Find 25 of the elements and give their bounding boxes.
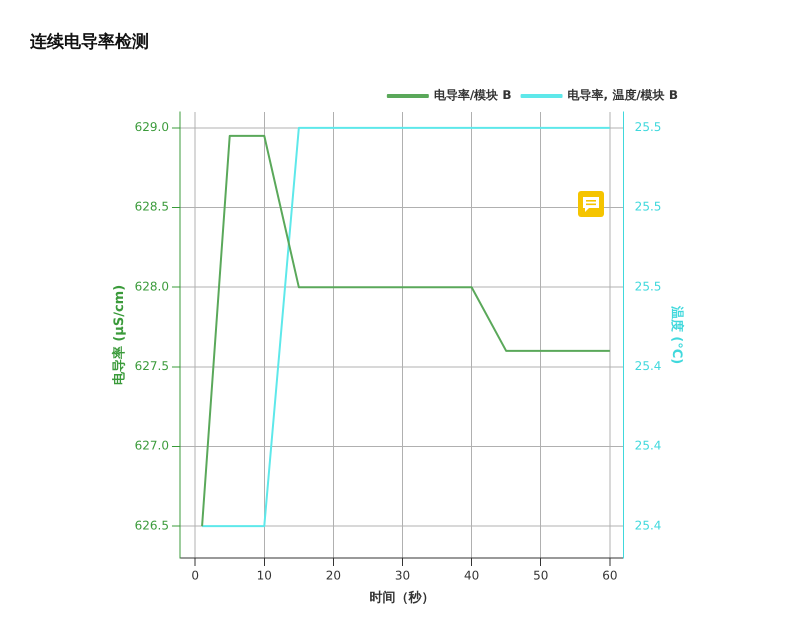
y-tick-label: 627.0	[134, 438, 169, 453]
y2-axis-title: 温度 (°C)	[668, 304, 685, 364]
x-tick-label: 0	[191, 568, 199, 582]
x-tick-label: 10	[256, 568, 272, 582]
x-tick-label: 50	[533, 568, 548, 582]
y2-tick-label: 25.4	[634, 358, 662, 373]
legend-label: 电导率, 温度/模块 B	[568, 88, 678, 102]
y-tick-label: 628.0	[134, 279, 169, 294]
x-axis-title: 时间（秒）	[369, 590, 434, 606]
y2-tick-label: 25.4	[634, 438, 662, 453]
chart-title: 连续电导率检测	[30, 31, 149, 53]
y2-tick-label: 25.5	[634, 120, 662, 134]
y2-tick-label: 25.5	[634, 200, 662, 214]
y2-tick-label: 25.4	[634, 518, 662, 532]
y-axis-title: 电导率 (µS/cm)	[111, 284, 128, 386]
y-tick-label: 628.5	[134, 200, 169, 214]
x-tick-label: 20	[326, 568, 342, 582]
x-tick-label: 30	[394, 568, 410, 582]
x-tick-label: 60	[602, 568, 618, 582]
y-tick-label: 627.5	[134, 358, 169, 373]
y2-tick-label: 25.5	[634, 279, 662, 294]
x-tick-label: 40	[464, 568, 480, 582]
y-tick-label: 629.0	[134, 120, 169, 134]
legend-label: 电导率/模块 B	[434, 88, 512, 102]
y-tick-label: 626.5	[134, 518, 169, 532]
